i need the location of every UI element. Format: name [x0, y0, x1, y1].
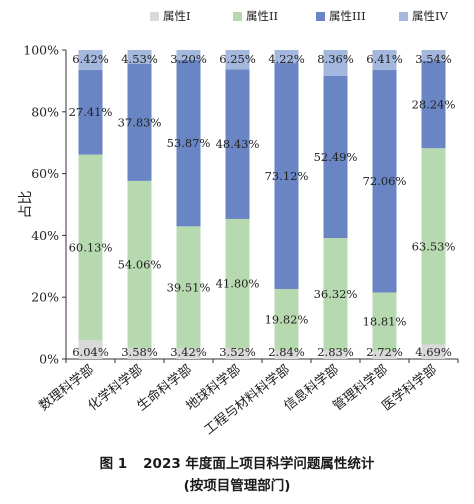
- x-category-label: 医学科学部: [379, 362, 440, 415]
- x-category-label: 工程与材料科学部: [201, 362, 293, 439]
- data-label: 73.12%: [265, 169, 309, 183]
- bar-segment-属性III: [372, 69, 397, 293]
- data-label: 4.69%: [415, 345, 452, 359]
- legend-swatch: [316, 12, 325, 21]
- bar-segment-属性III: [323, 75, 348, 239]
- bar-segment-属性I: [372, 350, 397, 359]
- data-label: 27.41%: [69, 105, 113, 119]
- bar-segment-属性II: [127, 180, 152, 348]
- bar-segment-属性IV: [421, 50, 446, 61]
- bar-segment-属性IV: [372, 50, 397, 70]
- data-label: 3.54%: [415, 52, 452, 66]
- figure-number: 图 1: [99, 456, 128, 472]
- data-label: 3.52%: [219, 345, 256, 359]
- legend-swatch: [233, 12, 242, 21]
- bar-segment-属性II: [323, 238, 348, 351]
- data-label: 39.51%: [167, 280, 211, 294]
- bar-segment-属性I: [421, 344, 446, 359]
- bar-segment-属性I: [274, 350, 299, 359]
- figure-title: 2023 年度面上项目科学问题属性统计: [143, 456, 375, 472]
- y-tick-label: 80%: [31, 104, 59, 119]
- data-label: 48.43%: [216, 137, 260, 151]
- legend-label: 属性II: [246, 9, 278, 23]
- data-label: 63.53%: [412, 239, 456, 253]
- bar-segment-属性IV: [78, 50, 103, 70]
- data-label: 6.42%: [72, 52, 109, 66]
- bar-segment-属性II: [421, 148, 446, 345]
- bar-segment-属性III: [127, 63, 152, 181]
- bar-segment-属性I: [176, 348, 201, 359]
- y-tick-label: 100%: [23, 43, 59, 58]
- y-tick-label: 0%: [39, 352, 59, 367]
- bar-segment-属性I: [127, 347, 152, 359]
- bar-segment-属性III: [78, 69, 103, 155]
- figure-caption: 图 1 2023 年度面上项目科学问题属性统计: [0, 452, 474, 472]
- legend-label: 属性I: [163, 9, 191, 23]
- data-label: 53.87%: [167, 136, 211, 150]
- bar-segment-属性II: [176, 226, 201, 349]
- data-label: 4.53%: [121, 52, 158, 66]
- bar-segment-属性II: [78, 154, 103, 341]
- data-label: 6.25%: [219, 52, 256, 66]
- data-label: 3.42%: [170, 345, 207, 359]
- data-label: 54.06%: [118, 257, 162, 271]
- legend-swatch: [150, 12, 159, 21]
- bar-segment-属性I: [225, 348, 250, 359]
- figure-subtitle: (按项目管理部门): [183, 478, 291, 494]
- data-label: 37.83%: [118, 115, 162, 129]
- bar-segment-属性IV: [176, 50, 201, 60]
- bar-segment-属性III: [274, 63, 299, 289]
- stacked-bar-chart: 0% 20% 40% 60% 80% 100% 占比 6.04% 60.13% 27.41% 6.4…: [18, 9, 459, 439]
- legend-swatch: [399, 12, 408, 21]
- y-tick-label: 40%: [31, 228, 59, 243]
- y-tick-label: 60%: [31, 166, 59, 181]
- bar-segment-属性IV: [323, 50, 348, 76]
- data-label: 3.20%: [170, 52, 207, 66]
- legend-label: 属性III: [329, 9, 366, 23]
- bar-segment-属性I: [323, 350, 348, 359]
- data-label: 60.13%: [69, 240, 113, 254]
- bar-segment-属性II: [372, 292, 397, 351]
- bar-segment-属性I: [78, 340, 103, 359]
- data-label: 3.58%: [121, 345, 158, 359]
- y-tick-label: 20%: [31, 290, 59, 305]
- data-label: 36.32%: [314, 287, 358, 301]
- bar-segment-属性IV: [127, 50, 152, 64]
- data-label: 2.72%: [366, 345, 403, 359]
- data-label: 2.84%: [268, 345, 305, 359]
- data-label: 72.06%: [363, 174, 407, 188]
- data-label: 8.36%: [317, 52, 354, 66]
- bar-segment-属性III: [176, 59, 201, 227]
- bar-segment-属性III: [421, 60, 446, 149]
- y-axis-title: 占比: [18, 191, 34, 219]
- data-label: 19.82%: [265, 313, 309, 327]
- data-label: 18.81%: [363, 315, 407, 329]
- data-label: 2.83%: [317, 345, 354, 359]
- bar-segment-属性II: [274, 288, 299, 351]
- data-label: 41.80%: [216, 277, 260, 291]
- data-label: 6.41%: [366, 52, 403, 66]
- data-label: 4.22%: [268, 52, 305, 66]
- bar-segment-属性III: [225, 69, 250, 219]
- bar-segment-属性IV: [274, 50, 299, 64]
- bar-segment-属性II: [225, 218, 250, 349]
- data-label: 28.24%: [412, 98, 456, 112]
- legend-label: 属性IV: [412, 9, 449, 23]
- data-label: 52.49%: [314, 150, 358, 164]
- data-label: 6.04%: [72, 345, 109, 359]
- bar-segment-属性IV: [225, 50, 250, 70]
